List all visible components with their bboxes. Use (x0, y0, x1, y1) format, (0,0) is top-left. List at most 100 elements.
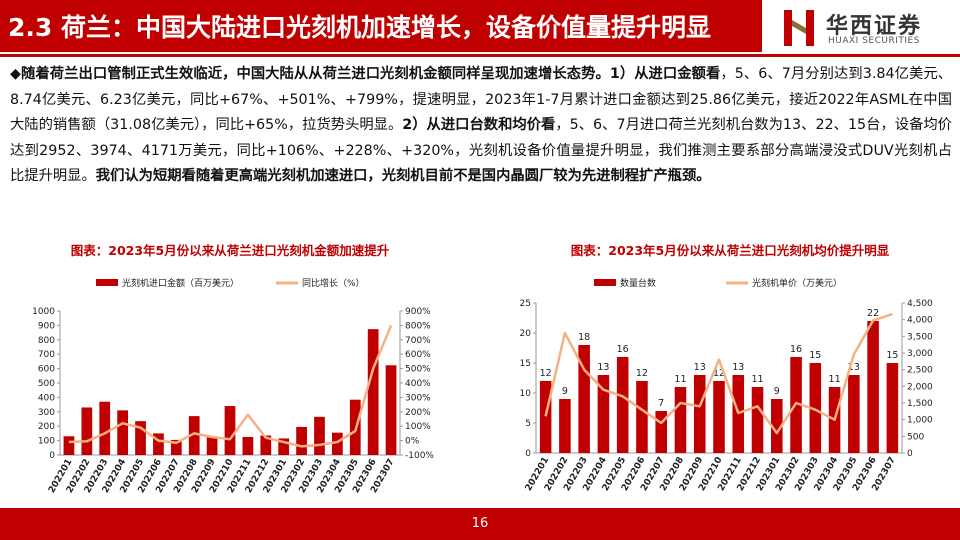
y2-tick-label: 100% (405, 422, 431, 432)
y-tick-label: 300 (38, 408, 55, 418)
y-tick-label: 10 (520, 389, 532, 399)
data-label: 16 (617, 344, 629, 355)
data-label: 15 (886, 350, 898, 361)
y2-tick-label: 3,500 (907, 332, 933, 342)
bar (314, 416, 325, 455)
legend-label: 光刻机进口金额（百万美元） (122, 277, 239, 289)
bar (206, 436, 218, 455)
y-tick-label: 500 (38, 379, 55, 389)
legend-swatch (96, 279, 118, 286)
bar (153, 433, 164, 455)
data-label: 11 (829, 374, 841, 385)
data-label: 18 (578, 332, 590, 343)
data-label: 13 (848, 362, 860, 373)
logo-subtext: HUAXI SECURITIES (828, 36, 920, 46)
y2-tick-label: 1,000 (907, 416, 933, 426)
legend-swatch (594, 279, 616, 286)
bar (713, 381, 725, 453)
bar (242, 437, 254, 455)
data-label: 9 (774, 386, 780, 397)
y2-tick-label: 500% (405, 365, 431, 375)
bar (170, 439, 182, 455)
y2-tick-label: -100% (405, 451, 434, 461)
data-label: 22 (867, 308, 879, 319)
bar (848, 375, 860, 453)
bar (867, 321, 879, 453)
bar (99, 401, 111, 455)
line (544, 312, 893, 435)
y2-tick-label: 500 (907, 432, 924, 442)
y-tick-label: 600 (38, 365, 55, 375)
body-run: 2）从进口台数和均价看 (402, 117, 556, 133)
chart-title: 图表：2023年5月份以来从荷兰进口光刻机金额加速提升 (71, 243, 390, 258)
body-run: 我们认为短期看随着更高端光刻机加速进口，光刻机目前不是国内晶圆厂较为先进制程扩产… (95, 168, 711, 184)
legend-label: 光刻机单价（万美元） (752, 277, 842, 289)
y-tick-label: 700 (38, 350, 55, 360)
data-label: 7 (658, 398, 664, 409)
body-text: ◆随着荷兰出口管制正式生效临近，中国大陆从从荷兰进口光刻机金额同样呈现加速增长态… (10, 62, 952, 190)
page-number: 16 (471, 516, 489, 531)
y-tick-label: 15 (520, 359, 531, 369)
y2-tick-label: 0% (405, 437, 420, 447)
logo: 华西证券 HUAXI SECURITIES (778, 6, 953, 52)
y-tick-label: 0 (525, 449, 531, 459)
y2-tick-label: 700% (405, 336, 431, 346)
data-label: 9 (562, 386, 568, 397)
y2-tick-label: 800% (405, 321, 431, 331)
y-tick-label: 25 (520, 299, 531, 309)
data-label: 11 (674, 374, 686, 385)
footer-bar: 16 (0, 508, 960, 540)
y2-tick-label: 4,500 (907, 299, 933, 309)
y-tick-label: 900 (38, 321, 55, 331)
data-label: 13 (732, 362, 744, 373)
bar (771, 399, 783, 453)
bar (367, 329, 379, 455)
y2-tick-label: 3,000 (907, 349, 933, 359)
y2-tick-label: 4,000 (907, 316, 933, 326)
bar (278, 438, 290, 455)
data-label: 12 (713, 368, 725, 379)
y2-tick-label: 600% (405, 350, 431, 360)
bar (616, 357, 629, 453)
body-run: ，5、6、7月进口荷兰光刻机台数为13、22、15台，设备均价达到2952、39… (10, 117, 952, 184)
bar (296, 426, 307, 455)
legend-label: 同比增长（%） (302, 277, 365, 289)
data-label: 13 (597, 362, 609, 373)
y-tick-label: 800 (38, 336, 55, 346)
y-tick-label: 400 (38, 393, 55, 403)
bar (809, 363, 822, 453)
data-label: 12 (540, 368, 552, 379)
chart: 图表：2023年5月份以来从荷兰进口光刻机金额加速提升 0 100 200 300 400… (32, 243, 434, 495)
data-label: 11 (751, 374, 763, 385)
data-label: 12 (636, 368, 648, 379)
logo-icon (784, 10, 814, 46)
header-rule (0, 54, 960, 57)
chart-title: 图表：2023年5月份以来从荷兰进口光刻机均价提升明显 (571, 243, 890, 258)
bar (597, 375, 610, 453)
y-tick-label: 20 (520, 329, 532, 339)
bar (674, 387, 687, 453)
y2-tick-label: 900% (405, 307, 431, 317)
y-tick-label: 200 (38, 422, 55, 432)
body-run: ◆随着荷兰出口管制正式生效临近，中国大陆从从荷兰进口光刻机金额同样呈现加速增长态… (10, 66, 721, 82)
y2-tick-label: 1,500 (907, 399, 933, 409)
bar (693, 375, 706, 453)
bar (655, 411, 667, 453)
y2-tick-label: 200% (405, 408, 431, 418)
bar (63, 436, 75, 455)
body-run: ，5、6、7月分别达到3.84亿美元、8.74亿美元、6.23亿美元，同比+67… (10, 66, 952, 133)
y-tick-label: 100 (38, 437, 55, 447)
data-label: 16 (790, 344, 802, 355)
bar (539, 381, 552, 453)
bar (578, 345, 590, 453)
legend-label: 数量台数 (620, 277, 656, 289)
bar (135, 421, 146, 455)
y2-tick-label: 2,500 (907, 366, 933, 376)
bar (385, 365, 397, 455)
y2-tick-label: 2,000 (907, 382, 933, 392)
bar (81, 407, 93, 455)
line (68, 325, 393, 448)
chart: 图表：2023年5月份以来从荷兰进口光刻机均价提升明显 0 5 10 15 20 25 0 50… (520, 243, 933, 493)
bar (636, 381, 648, 453)
